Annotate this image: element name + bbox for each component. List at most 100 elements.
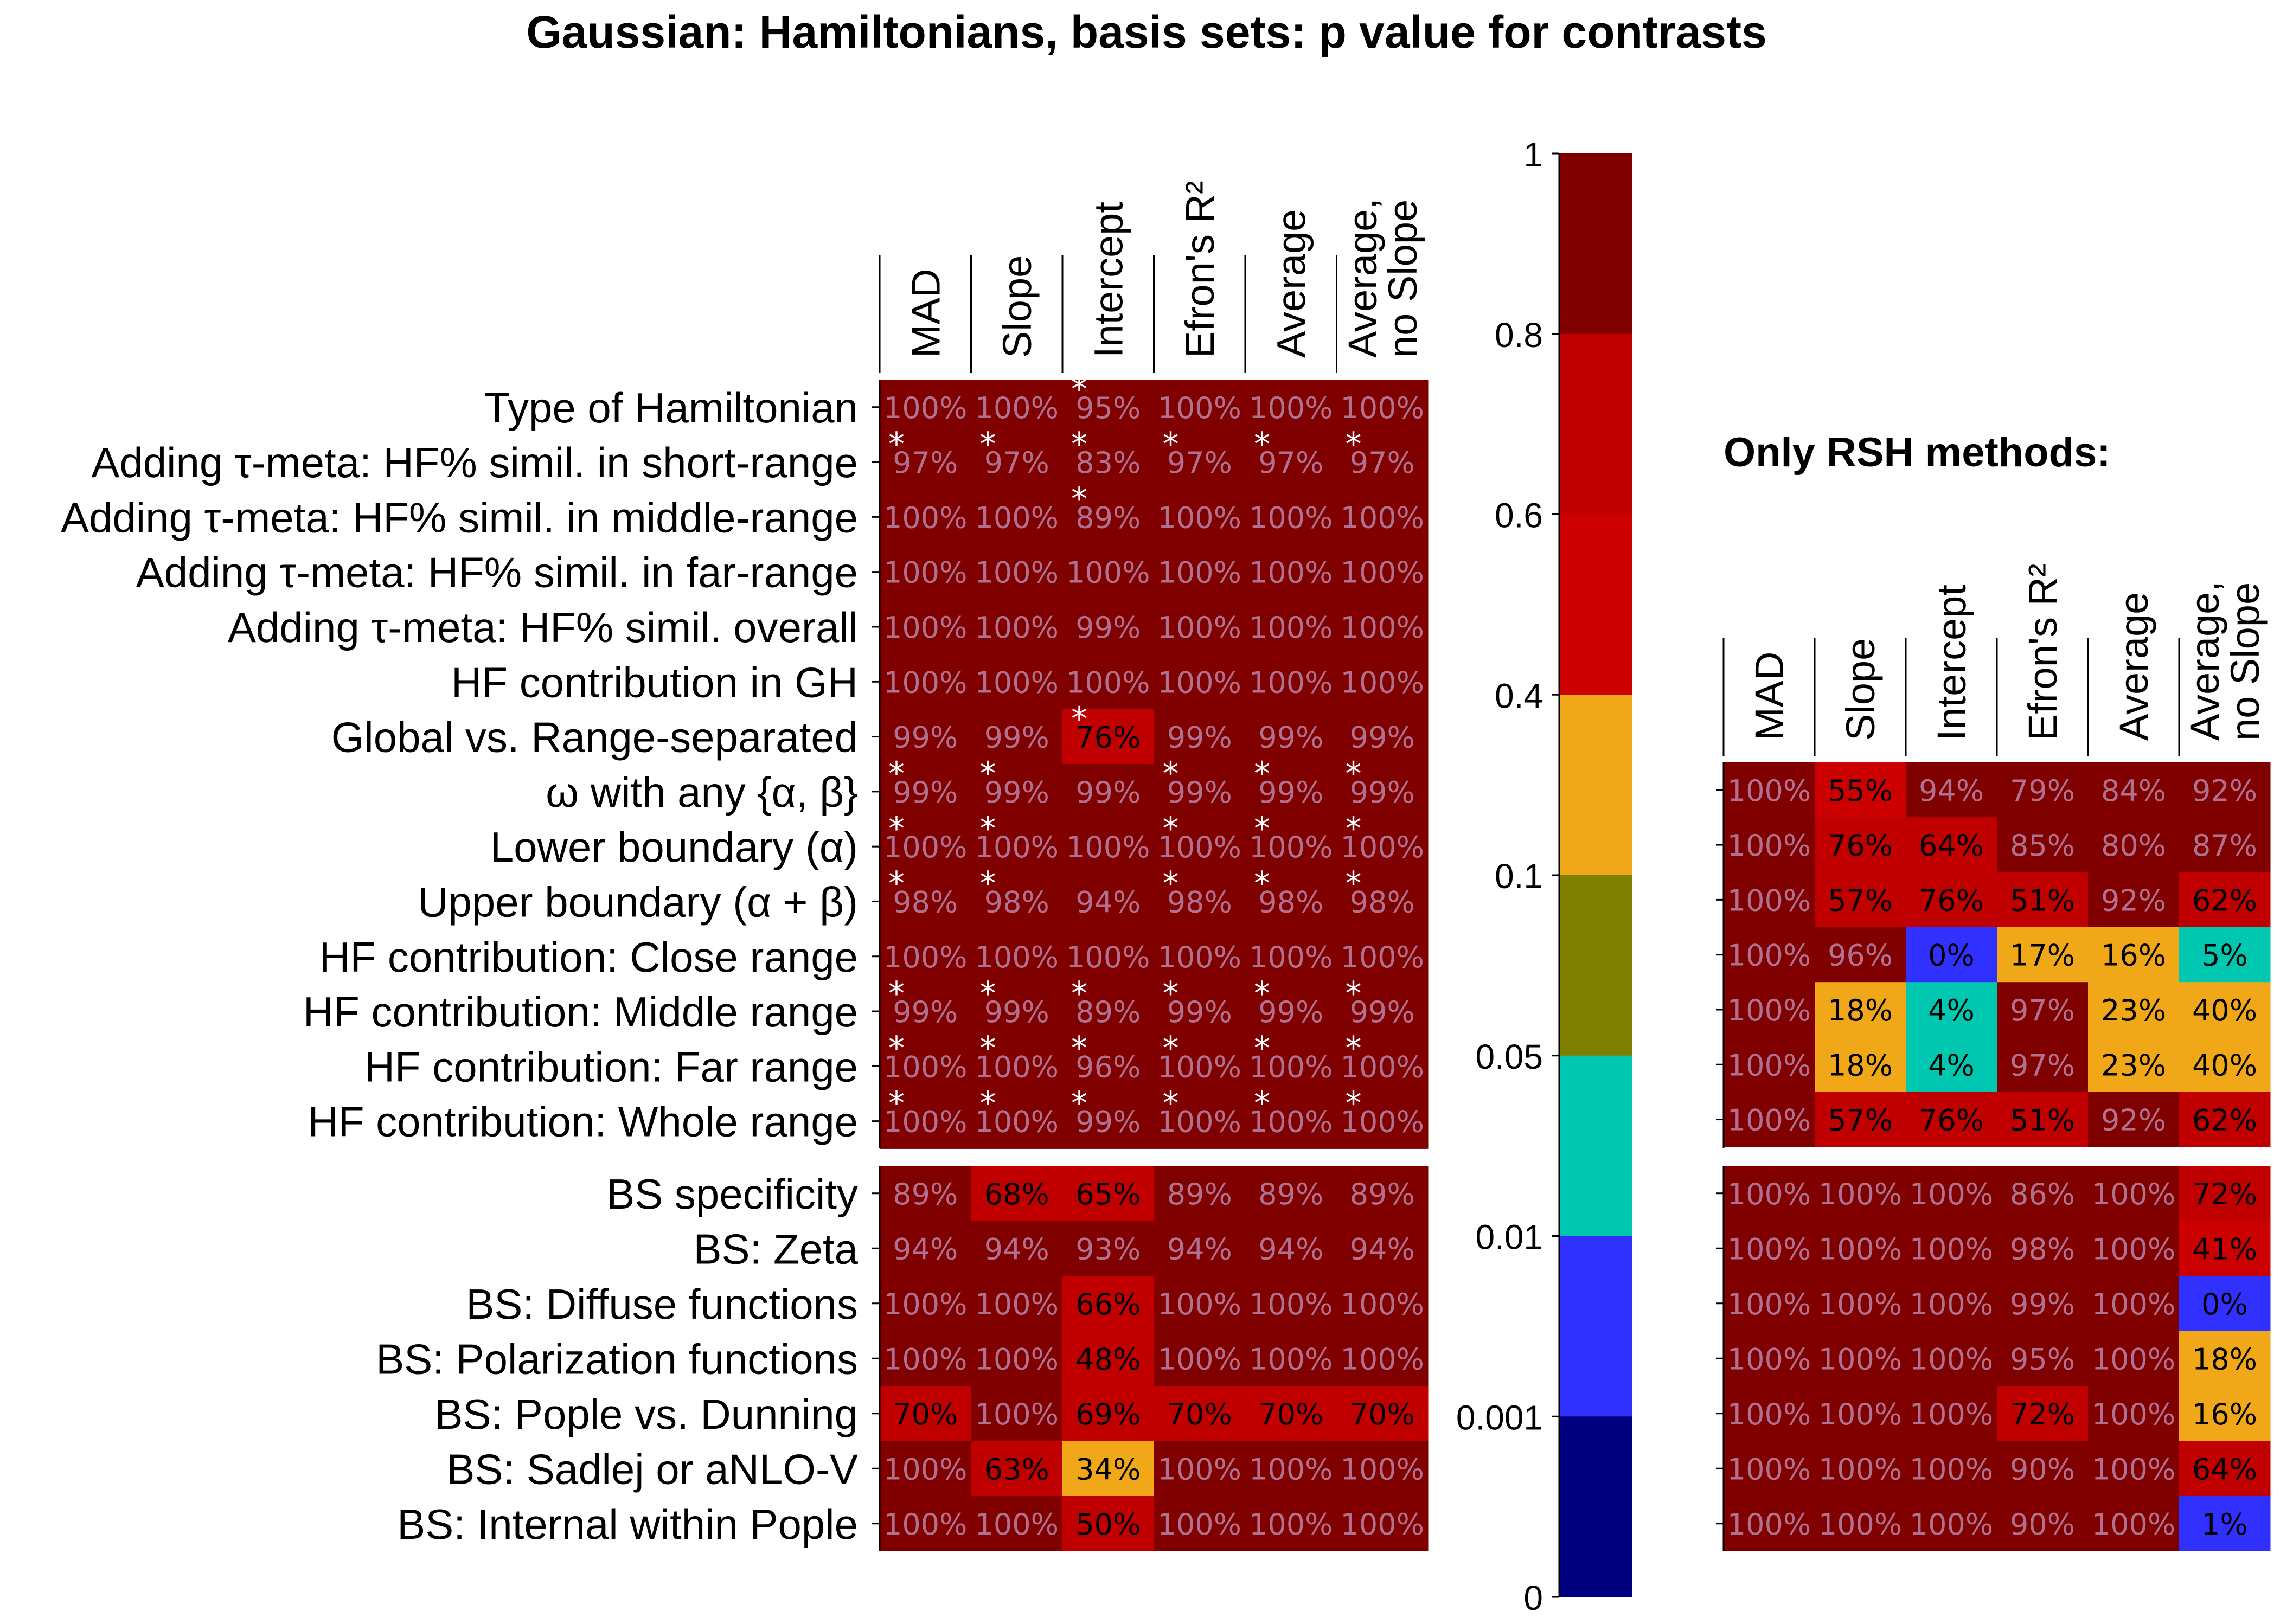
rsh-cell-value: 100% — [1910, 1232, 1993, 1266]
cell-value: 89% — [1075, 500, 1141, 535]
rsh-heatmap-cell — [1906, 817, 1997, 873]
rsh-heatmap-cell — [2179, 1037, 2271, 1093]
rsh-cell-value: 98% — [2010, 1232, 2075, 1266]
heatmap-cell — [1245, 1276, 1337, 1331]
rsh-heatmap-cell — [1815, 1276, 1906, 1331]
heatmap-cell — [1245, 1221, 1337, 1276]
rsh-heatmap-cell — [2088, 1037, 2180, 1093]
cell-value: 65% — [1075, 1177, 1141, 1211]
rsh-heatmap-cell — [2088, 1166, 2180, 1221]
cell-value: 100% — [1158, 1105, 1241, 1139]
cell-value: 100% — [883, 611, 967, 645]
heatmap-cell — [1062, 1496, 1154, 1551]
heatmap-cell — [971, 380, 1063, 435]
cell-value: 100% — [975, 830, 1059, 864]
heatmap-cell — [1154, 764, 1246, 820]
colorbar-band — [1559, 1416, 1632, 1597]
heatmap-cell — [1245, 544, 1337, 600]
rsh-cell-value: 100% — [1727, 829, 1811, 863]
row-label: BS specificity — [606, 1170, 858, 1218]
heatmap-cell — [1245, 1331, 1337, 1387]
heatmap-cell — [1154, 1093, 1246, 1149]
row-label: HF contribution: Middle range — [303, 988, 858, 1036]
heatmap-cell — [1062, 1441, 1154, 1497]
significance-star: * — [980, 425, 996, 463]
rsh-heatmap-cell — [2088, 1331, 2180, 1387]
rsh-heatmap-cell — [1724, 1496, 1815, 1551]
heatmap-cell — [971, 1038, 1063, 1094]
heatmap-cell — [971, 1093, 1063, 1149]
cell-value: 100% — [975, 556, 1059, 590]
cell-value: 89% — [893, 1177, 958, 1211]
rsh-heatmap-cell — [1906, 1276, 1997, 1331]
heatmap-cell — [880, 819, 971, 875]
heatmap-cell — [1062, 984, 1154, 1039]
rsh-cell-value: 100% — [1727, 1397, 1811, 1432]
rsh-heatmap-cell — [2179, 1092, 2271, 1147]
heatmap-cell — [1154, 380, 1246, 435]
cell-value: 70% — [1258, 1397, 1323, 1432]
rsh-heatmap-cell — [2179, 1386, 2271, 1441]
rsh-cell-value: 100% — [1818, 1177, 1902, 1211]
cell-value: 99% — [984, 775, 1049, 810]
heatmap-cell — [1154, 929, 1246, 984]
rsh-cell-value: 100% — [1910, 1397, 1993, 1432]
significance-star: * — [888, 1030, 905, 1068]
colorbar-tick-label: 0.4 — [1495, 676, 1543, 715]
cell-value: 100% — [1158, 1287, 1241, 1321]
cell-value: 100% — [1066, 556, 1150, 590]
heatmap-cell — [1062, 544, 1154, 600]
heatmap-cell — [880, 929, 971, 984]
heatmap-cell — [1336, 654, 1429, 710]
rsh-heatmap-cell — [1724, 1441, 1815, 1497]
rsh-cell-value: 100% — [1727, 1103, 1811, 1138]
cell-value: 99% — [1258, 995, 1323, 1029]
heatmap-cell — [1154, 1496, 1246, 1551]
heatmap-cell — [1245, 599, 1337, 655]
colorbar: 1 0.8 0.6 0.4 0.1 0.05 0.01 0.001 0 — [1456, 135, 1632, 1617]
heatmap-cell — [1245, 1496, 1337, 1551]
rsh-heatmap-cell — [1724, 1037, 1815, 1093]
rsh-cell-value: 100% — [1818, 1342, 1902, 1376]
cell-value: 100% — [1158, 500, 1241, 535]
rsh-heatmap-cell — [2179, 1221, 2271, 1276]
significance-star: * — [980, 974, 996, 1012]
row-label: Global vs. Range-separated — [331, 714, 858, 761]
heatmap-cell — [1336, 380, 1429, 435]
cell-value: 99% — [893, 995, 958, 1029]
cell-value: 100% — [1249, 1507, 1333, 1542]
cell-value: 100% — [1341, 1105, 1424, 1139]
rsh-cell-value: 100% — [1818, 1397, 1902, 1432]
rsh-cell-value: 4% — [1928, 993, 1975, 1028]
cell-value: 99% — [1167, 721, 1232, 755]
heatmap-cell — [880, 1221, 971, 1276]
cell-value: 100% — [883, 1050, 967, 1084]
heatmap-cell — [1062, 1221, 1154, 1276]
cell-value: 100% — [1158, 611, 1241, 645]
cell-value: 98% — [893, 885, 958, 919]
cell-value: 100% — [975, 665, 1059, 699]
cell-value: 100% — [1341, 1287, 1424, 1321]
cell-value: 94% — [1075, 885, 1141, 919]
rsh-cell-value: 62% — [2192, 883, 2257, 917]
rsh-heatmap-cell — [2179, 927, 2271, 983]
cell-value: 99% — [1167, 775, 1232, 810]
cell-value: 100% — [975, 1397, 1059, 1432]
significance-star: * — [1346, 974, 1362, 1012]
heatmap-cell — [1062, 1276, 1154, 1331]
rsh-cell-value: 100% — [1727, 1452, 1811, 1486]
cell-value: 100% — [1158, 556, 1241, 590]
cell-value: 98% — [984, 885, 1049, 919]
column-label: Intercept — [1086, 202, 1131, 358]
significance-star: * — [1254, 865, 1270, 903]
cell-value: 100% — [883, 391, 967, 425]
significance-star: * — [1071, 480, 1087, 518]
colorbar-band — [1559, 514, 1632, 695]
rsh-cell-value: 0% — [1928, 939, 1975, 973]
colorbar-tick-label: 0.1 — [1495, 857, 1543, 896]
rsh-heatmap-cell — [1997, 817, 2089, 873]
rsh-heatmap-cell — [2088, 1221, 2180, 1276]
rsh-cell-value: 97% — [2010, 1048, 2075, 1082]
heatmap-cell — [1245, 984, 1337, 1039]
heatmap-cell — [1245, 874, 1337, 929]
